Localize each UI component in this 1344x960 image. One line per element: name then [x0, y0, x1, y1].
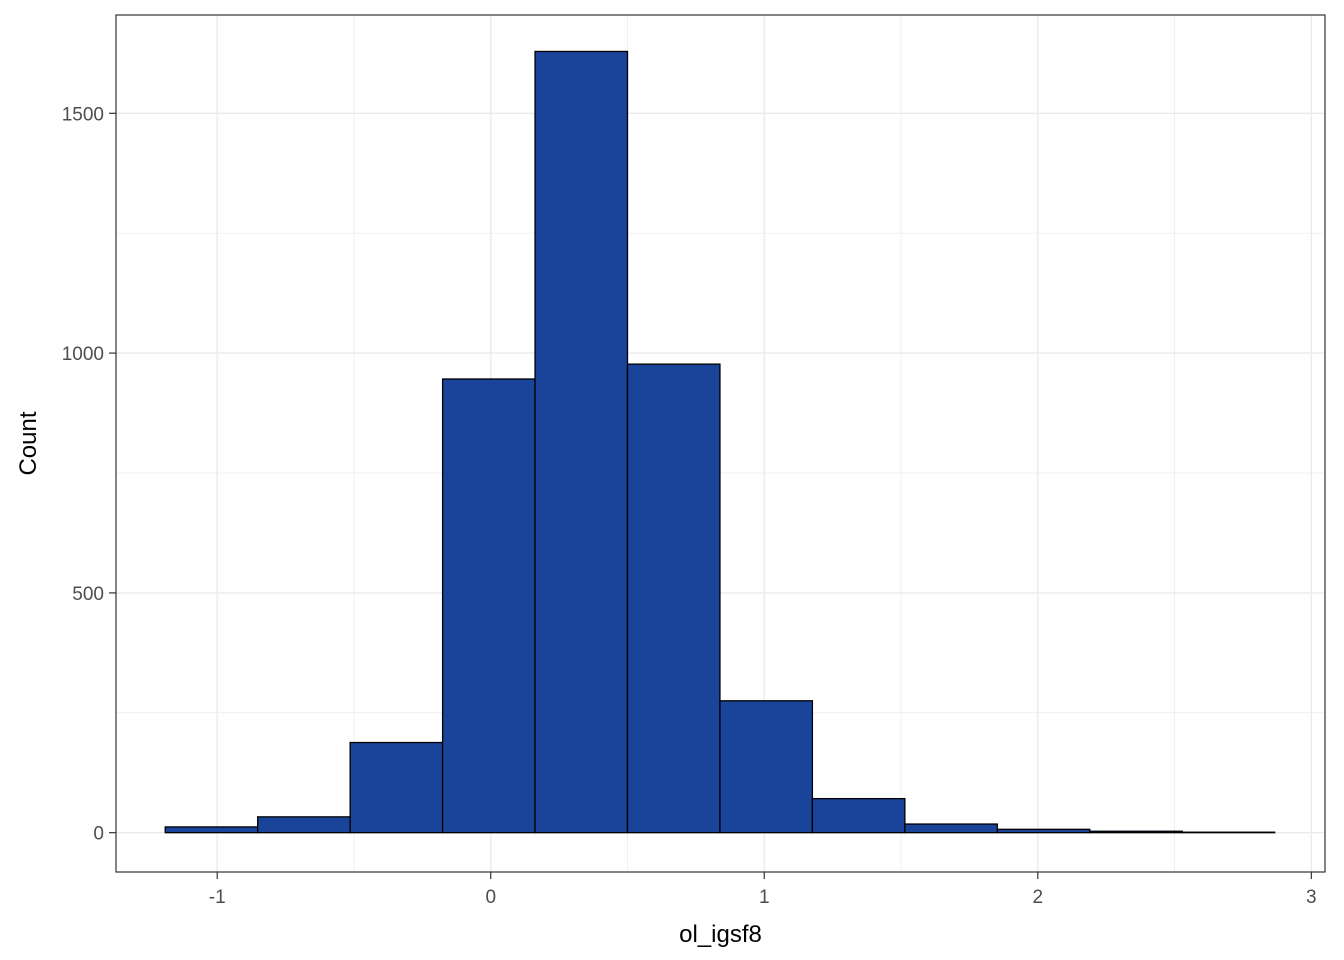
axes: -1 0 1 2 3 0 500 1000 1500 — [62, 104, 1317, 908]
histogram-bar — [719, 700, 814, 834]
histogram-bar — [626, 363, 721, 834]
y-tick-label: 0 — [93, 824, 104, 845]
histogram-bar — [257, 816, 351, 834]
histogram-bar — [1181, 831, 1276, 834]
histogram-bar — [1089, 830, 1183, 834]
x-tick-label: 3 — [1306, 887, 1317, 908]
y-tick-label: 500 — [72, 584, 104, 605]
histogram-bar — [996, 828, 1091, 834]
y-axis-title: Count — [15, 411, 42, 475]
histogram-bars — [164, 50, 1276, 834]
x-axis-title: ol_igsf8 — [679, 921, 762, 948]
x-tick-label: 1 — [759, 887, 770, 908]
y-tick-label: 1000 — [62, 344, 104, 365]
x-tick-label: 0 — [485, 887, 496, 908]
histogram-bar — [534, 50, 629, 834]
histogram-bar — [441, 378, 536, 834]
x-tick-label: -1 — [209, 887, 226, 908]
histogram-bar — [164, 826, 259, 834]
y-tick-label: 1500 — [62, 104, 104, 125]
histogram-bar — [349, 741, 444, 834]
panel-border — [115, 14, 1326, 873]
histogram-bar — [904, 823, 998, 834]
x-tick-label: 2 — [1033, 887, 1044, 908]
histogram-bar — [811, 797, 906, 834]
